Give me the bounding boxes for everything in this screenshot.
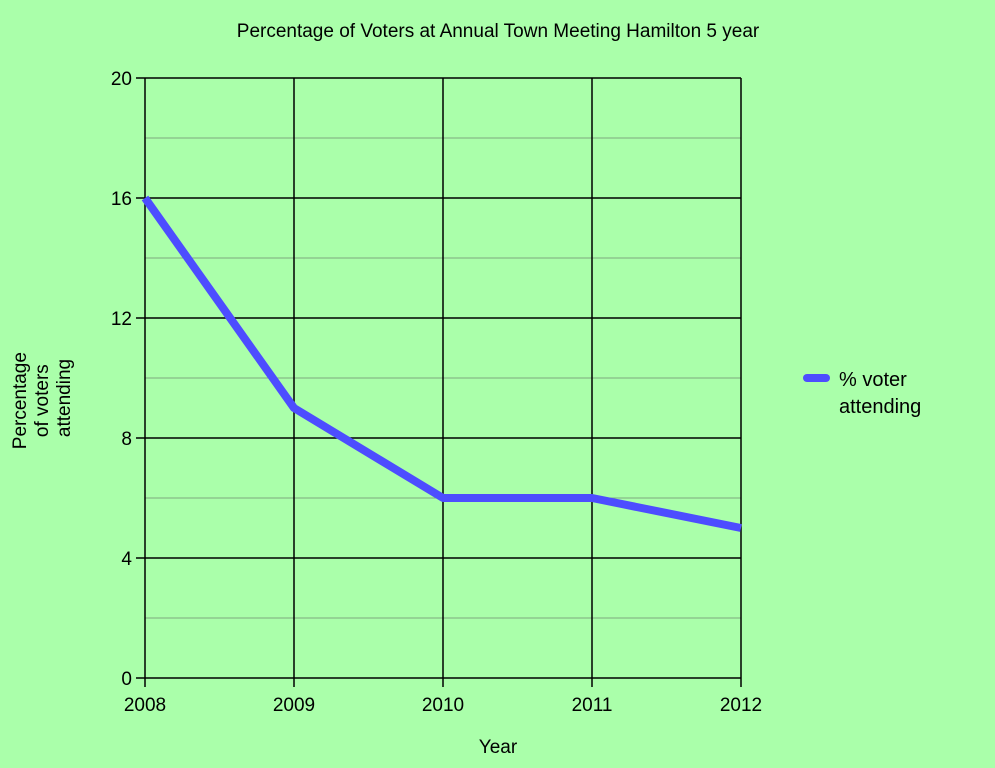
x-tick-label: 2010 [422,695,464,716]
x-tick-label: 2012 [720,695,762,716]
y-axis-label-line: attending [54,359,75,437]
legend-label-line: attending [839,396,921,418]
x-tick-label: 2011 [572,695,613,716]
legend-label: % voter attending [839,369,921,418]
chart-title: Percentage of Voters at Annual Town Meet… [237,21,760,42]
series-layer [141,195,742,532]
x-axis-label: Year [479,737,518,758]
y-tick-label: 20 [111,69,132,90]
y-axis-label: Percentage of voters attending [10,347,75,449]
y-axis-label-line: of voters [32,364,53,437]
x-tick-labels: 2008 2009 2010 2011 2012 [124,695,762,716]
y-tick-label: 12 [111,309,132,330]
legend-label-line: % voter [839,369,907,391]
y-axis-label-line: Percentage [10,352,31,449]
x-tick-label: 2008 [124,695,166,716]
y-tick-label: 16 [111,189,132,210]
x-tick-label: 2009 [273,695,315,716]
legend: % voter attending [803,369,921,418]
y-tick-label: 8 [121,429,132,450]
axis-ticks [136,77,742,687]
y-tick-labels: 0 4 8 12 16 20 [111,69,133,690]
y-tick-label: 4 [121,549,132,570]
y-tick-label: 0 [121,669,132,690]
